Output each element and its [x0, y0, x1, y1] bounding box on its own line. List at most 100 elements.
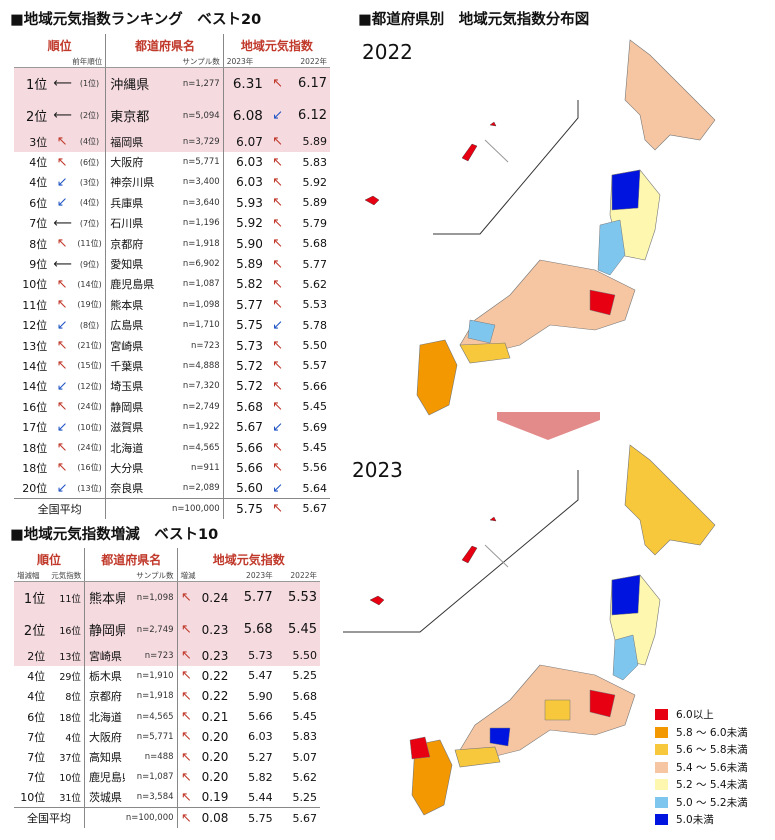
- change-arrow-icon: ↖: [272, 276, 284, 292]
- table-row: 17位 ↙ (10位) 滋賀県 n=1,922 5.67 ↙ 5.69: [14, 416, 330, 438]
- ranking-table: 順位 都道府県名 地域元気指数 前年順位 サンプル数 2023年 2022年 1…: [14, 34, 330, 519]
- prev-rank-subheader: 前年順位: [14, 56, 106, 68]
- change-rank-cell: 7位: [27, 771, 46, 785]
- prev-rank-cell: (8位): [79, 320, 100, 330]
- change-arrow-icon: ↖: [272, 154, 284, 170]
- diff-cell: 0.24: [201, 590, 229, 605]
- sample-cell: n=5,094: [182, 110, 220, 121]
- rank-cell: 10位: [22, 278, 48, 292]
- average-2023: 5.75: [231, 807, 276, 828]
- honshu-2023: [459, 664, 636, 761]
- sample-cell: n=2,089: [182, 483, 220, 494]
- prev-rank-cell: (24位): [77, 402, 102, 412]
- change-arrow-icon: ↙: [272, 108, 284, 123]
- pref-cell: 千葉県: [105, 355, 166, 377]
- legend-item: 5.0 ～ 5.2未満: [655, 794, 748, 812]
- index-2022-cell: 5.79: [302, 216, 328, 230]
- index-2022-cell: 5.25: [292, 669, 318, 683]
- pref-cell: 兵庫県: [105, 192, 166, 214]
- rank-cell: 13位: [22, 339, 48, 353]
- rank-cell: 6位: [29, 196, 48, 210]
- table-row: 16位 ↖ (24位) 静岡県 n=2,749 5.68 ↖ 5.45: [14, 396, 330, 417]
- prev-rank-cell: (2位): [79, 111, 100, 120]
- sample-cell: n=1,910: [136, 670, 174, 681]
- table-row: 10位 ↖ (14位) 鹿児島県 n=1,087 5.82 ↖ 5.62: [14, 274, 330, 295]
- index-2023-cell: 5.82: [222, 274, 266, 295]
- index-2023-cell: 6.31: [222, 67, 266, 100]
- change-arrow-icon: ↖: [272, 358, 284, 374]
- rank-cell: 14位: [22, 359, 48, 373]
- sample-cell: n=1,710: [182, 320, 220, 331]
- index-2022-cell: 5.62: [302, 277, 328, 291]
- change-rank-header: 順位: [14, 548, 85, 570]
- index-header: 地域元気指数: [222, 34, 330, 56]
- change-rank-cell: 2位: [27, 649, 46, 663]
- prev-rank-cell: (13位): [77, 483, 102, 493]
- rank-cell: 1位: [26, 78, 48, 94]
- index-2022-cell: 5.45: [292, 710, 318, 724]
- sample-cell: n=3,584: [136, 792, 174, 803]
- prev-rank-cell: (9位): [79, 259, 100, 269]
- sample-cell: n=1,918: [136, 691, 174, 702]
- index-rank-cell: 18位: [59, 712, 81, 724]
- prev-rank-cell: (3位): [79, 177, 100, 187]
- pref-cell: 熊本県: [83, 581, 125, 614]
- table-row: 3位 ↖ (4位) 福岡県 n=3,729 6.07 ↖ 5.89: [14, 131, 330, 152]
- prev-rank-cell: (4位): [79, 137, 100, 147]
- change-sample-subheader: サンプル数: [83, 570, 178, 582]
- table-row: 10位 31位 茨城県 n=3,584 ↖ 0.19 5.44 5.25: [14, 787, 320, 808]
- table-row: 4位 29位 栃木県 n=1,910 ↖ 0.22 5.47 5.25: [14, 665, 320, 687]
- prev-rank-cell: (4位): [79, 198, 100, 208]
- index-rank-cell: 31位: [59, 793, 81, 805]
- index-2023-cell: 5.66: [248, 710, 273, 724]
- up-arrow-icon: ↖: [176, 746, 196, 768]
- up-arrow-icon: ↖: [176, 726, 196, 747]
- shikoku-2022: [459, 342, 511, 364]
- index-rank-cell: 4位: [65, 732, 81, 744]
- trend-arrow-icon: ⟵: [53, 215, 72, 231]
- index-2022-cell: 5.68: [302, 237, 328, 251]
- pref-header: 都道府県名: [105, 34, 224, 56]
- sample-cell: n=4,565: [182, 442, 220, 453]
- table-row: 11位 ↖ (19位) 熊本県 n=1,098 5.77 ↖ 5.53: [14, 294, 330, 316]
- pref-cell: 広島県: [105, 315, 166, 336]
- prev-rank-cell: (24位): [77, 443, 102, 453]
- trend-arrow-icon: ↙: [56, 174, 68, 190]
- index-2023-cell: 5.73: [222, 335, 266, 356]
- change-table: 順位 都道府県名 地域元気指数 増減幅 元気指数 サンプル数 増減 2023年 …: [14, 548, 320, 828]
- index-2023-cell: 5.72: [222, 355, 266, 377]
- prev-rank-cell: (16位): [77, 463, 102, 473]
- index-2023-cell: 5.27: [248, 750, 273, 764]
- trend-arrow-icon: ↖: [56, 399, 68, 415]
- rank-cell: 14位: [22, 380, 48, 394]
- change-title: ■地域元気指数増減 ベスト10: [10, 527, 219, 543]
- sample-cell: n=723: [190, 340, 220, 351]
- change-rank-cell: 10位: [20, 791, 46, 805]
- index-2022-cell: 5.07: [292, 750, 318, 764]
- change-index-header: 地域元気指数: [176, 548, 320, 570]
- diff-cell: 0.21: [201, 709, 229, 724]
- change-arrow-icon: ↙: [272, 480, 284, 496]
- index-2022-cell: 5.50: [302, 339, 328, 353]
- sample-cell: n=2,749: [136, 624, 174, 635]
- pref-cell: 大阪府: [83, 726, 125, 747]
- prev-rank-cell: (21位): [77, 341, 102, 351]
- change-arrow-icon: ↖: [272, 460, 284, 476]
- pref-cell: 高知県: [83, 746, 125, 768]
- change-arrow-icon: ↖: [272, 215, 284, 231]
- index-2023-cell: 5.92: [222, 213, 266, 234]
- tohoku-2023: [609, 574, 661, 666]
- prev-rank-cell: (11位): [77, 239, 102, 249]
- index-rank-cell: 11位: [59, 593, 81, 605]
- rank-cell: 11位: [22, 298, 48, 312]
- shikoku-2023: [454, 746, 501, 768]
- legend-swatch: [655, 744, 668, 756]
- pref-cell: 京都府: [105, 233, 166, 254]
- trend-arrow-icon: ↖: [56, 297, 68, 313]
- table-row: 2位 ⟵ (2位) 東京都 n=5,094 6.08 ↙ 6.12: [14, 99, 330, 132]
- legend-item: 5.4 ～ 5.6未満: [655, 759, 748, 777]
- change-y2022-subheader: 2022年: [275, 570, 320, 582]
- average-2022: 5.67: [275, 807, 320, 828]
- diff-cell: 0.23: [201, 622, 229, 637]
- pref-cell: 北海道: [105, 437, 166, 458]
